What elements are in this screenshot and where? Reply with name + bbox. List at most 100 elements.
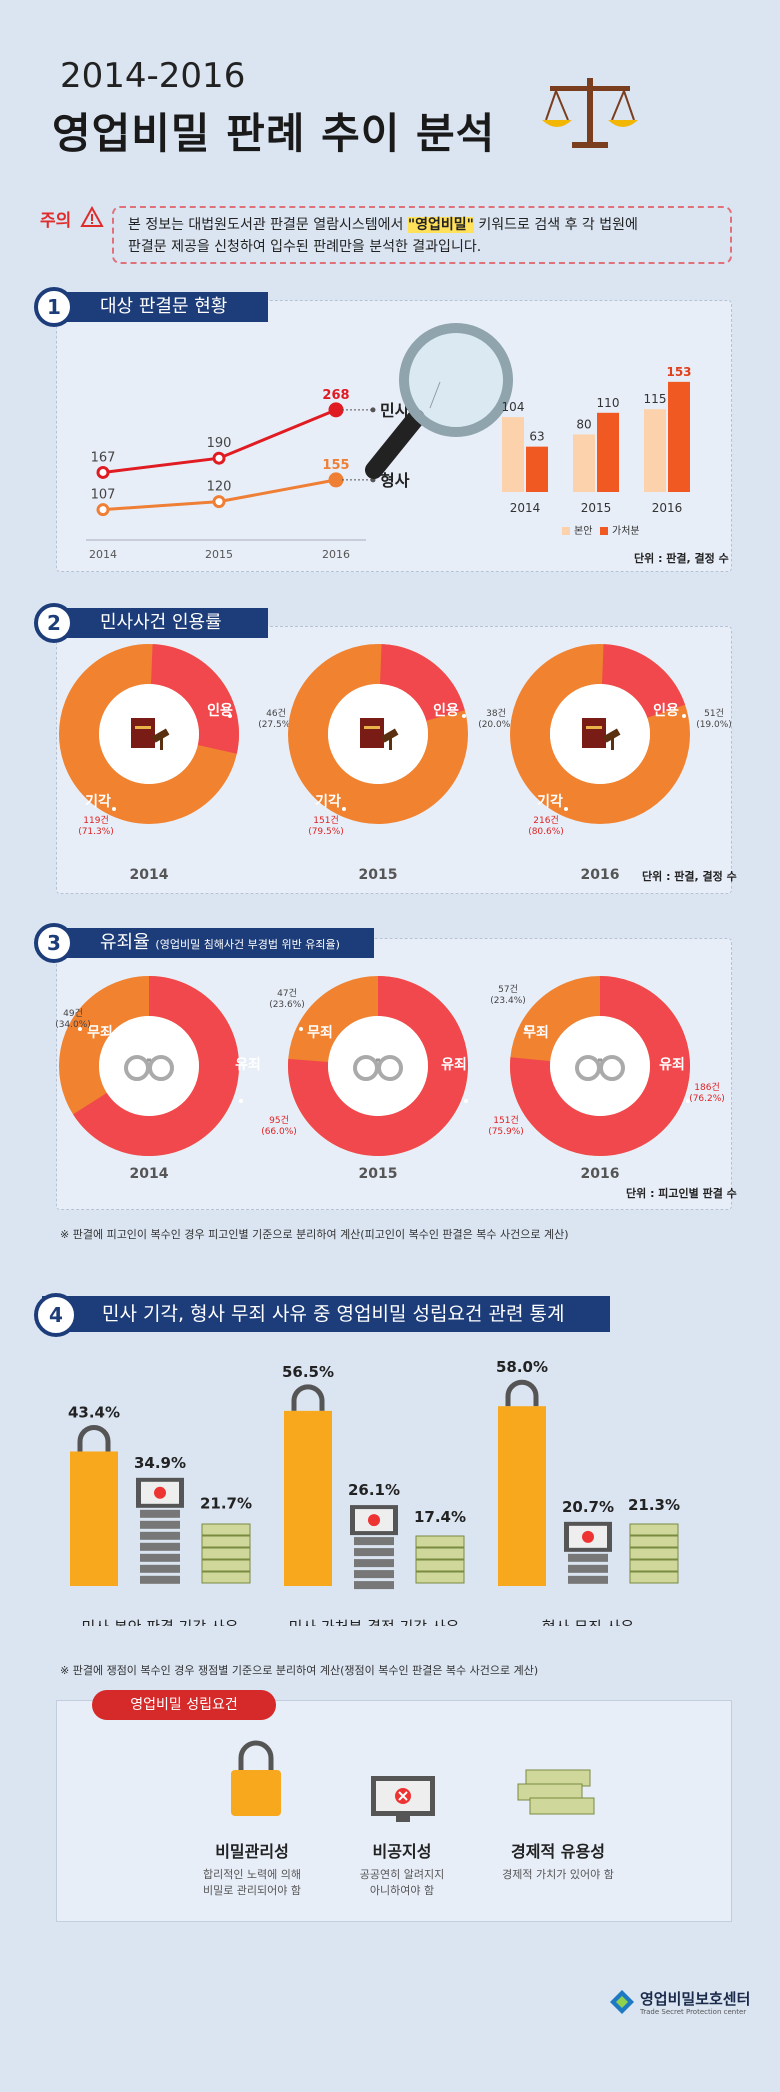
handcuffs-icon (353, 1055, 403, 1081)
slice-count: 51건 (704, 708, 724, 719)
money-stack (201, 1559, 251, 1572)
donut-slice-유죄 (288, 976, 468, 1156)
legend-injunction: 가처분 (612, 525, 640, 537)
bar-value-label: 80 (576, 417, 591, 431)
monitor-icon (371, 1776, 435, 1822)
law-book-gavel-icon (131, 718, 170, 750)
bar (502, 417, 524, 492)
requirements-icons (231, 1740, 595, 1822)
center-logo-icon (610, 1990, 634, 2014)
bar-x-tick: 2016 (652, 501, 683, 515)
notice-text-pre: 본 정보는 대법원도서관 판결문 열람시스템에서 (128, 217, 408, 233)
server-unit (140, 1520, 180, 1529)
slice-count: 95건 (269, 1115, 289, 1126)
server-unit (140, 1531, 180, 1540)
notice-label: 주의 (40, 211, 72, 231)
notice-keyword: "영업비밀" (407, 217, 474, 233)
section4-note: ※ 판결에 쟁점이 복수인 경우 쟁점별 기준으로 분리하여 계산(쟁점이 복수… (60, 1664, 539, 1677)
line-point (212, 451, 226, 465)
line-value-label: 107 (91, 488, 116, 503)
warning-icon (80, 206, 104, 227)
padlock-shackle (77, 1425, 111, 1452)
padlock-bar (284, 1410, 332, 1586)
series-leader-dot (370, 407, 376, 413)
slice-dot (686, 1099, 690, 1103)
slice-pct: (79.5%) (308, 827, 344, 837)
server-unit (140, 1509, 180, 1518)
error-icon (368, 1514, 380, 1527)
bar-pct-label: 17.4% (414, 1508, 466, 1526)
server-unit (354, 1559, 394, 1568)
req-3-name: 경제적 유용성 (511, 1842, 605, 1861)
slice-pct: (23.4%) (490, 996, 526, 1006)
bar-category-label: 민사 본안 판결 기각 사유 (81, 1618, 238, 1626)
law-book-gavel-icon (360, 718, 399, 750)
bar (597, 412, 619, 492)
law-book-gavel-icon (582, 718, 621, 750)
server-unit (568, 1575, 608, 1584)
bar-x-tick: 2015 (581, 501, 612, 515)
slice-name: 인용 (207, 702, 233, 719)
line-value-label: 268 (322, 388, 349, 403)
slice-pct: (71.3%) (78, 827, 114, 837)
slice-count: 186건 (694, 1082, 719, 1093)
bar-value-label: 63 (529, 430, 544, 444)
slice-dot (112, 807, 116, 811)
money-stack (201, 1571, 251, 1584)
donut-slice-인용 (150, 644, 239, 754)
money-stack (629, 1547, 679, 1560)
slice-name: 유죄 (659, 1057, 685, 1073)
server-unit (568, 1553, 608, 1562)
bar-value-label: 104 (502, 400, 525, 414)
magnifier-icon (365, 323, 513, 479)
bar (644, 409, 666, 492)
requirements-title: 영업비밀 성립요건 (92, 1690, 276, 1720)
slice-pct: (76.2%) (689, 1094, 725, 1104)
slice-count: 119건 (83, 815, 108, 826)
bar-value-label: 115 (644, 392, 667, 406)
bar-value-label: 110 (597, 396, 620, 410)
line-point (96, 503, 110, 517)
req-3-desc1: 경제적 가치가 있어야 함 (502, 1868, 614, 1881)
section2-number: 2 (34, 603, 74, 643)
line-value-label: 190 (207, 436, 232, 451)
donut-year: 2016 (581, 1166, 620, 1182)
bar-value-label: 153 (666, 365, 691, 379)
server-unit (140, 1542, 180, 1551)
bar-pct-label: 58.0% (496, 1358, 548, 1376)
slice-dot (682, 714, 686, 718)
notice-text-post: 키워드로 검색 후 각 법원에 (473, 217, 638, 233)
money-stack (201, 1523, 251, 1536)
legend-main: 본안 (574, 525, 592, 537)
server-unit (354, 1581, 394, 1590)
req-2-desc2: 아니하여야 함 (369, 1884, 435, 1897)
slice-pct: (34.0%) (56, 1020, 91, 1030)
req-2-name: 비공지성 (372, 1842, 432, 1861)
line-x-tick: 2016 (322, 548, 350, 561)
slice-name: 무죄 (307, 1025, 333, 1041)
slice-dot (564, 807, 568, 811)
slice-dot (239, 1099, 243, 1103)
slice-pct: (20.0%) (478, 720, 514, 730)
donut-ring (510, 644, 690, 824)
server-unit (354, 1570, 394, 1579)
section1-number: 1 (34, 287, 74, 327)
section1-unit: 단위 : 판결, 결정 수 (634, 552, 729, 565)
req-1-name: 비밀관리성 (215, 1842, 289, 1861)
money-stack (415, 1535, 465, 1548)
section2-header: 민사사건 인용률 (42, 608, 268, 638)
bar-category-label: 형사 무죄 사유 (542, 1618, 635, 1626)
section3-header: 유죄율 (영업비밀 침해사건 부경법 위반 유죄율) (42, 928, 374, 958)
slice-name: 유죄 (441, 1057, 467, 1073)
server-unit (354, 1537, 394, 1546)
slice-count: 47건 (277, 988, 297, 999)
bar-pct-label: 34.9% (134, 1454, 186, 1472)
bar-category-label: 민사 가처분 결정 기각 사유 (289, 1618, 460, 1626)
slice-name: 유죄 (235, 1057, 261, 1073)
line-point (96, 465, 110, 479)
server-unit (354, 1548, 394, 1557)
bar-x-tick: 2014 (510, 501, 541, 515)
donut-slice-인용 (379, 644, 465, 722)
footer-org-en: Trade Secret Protection center (640, 2008, 747, 2016)
line-value-label: 167 (91, 450, 116, 465)
